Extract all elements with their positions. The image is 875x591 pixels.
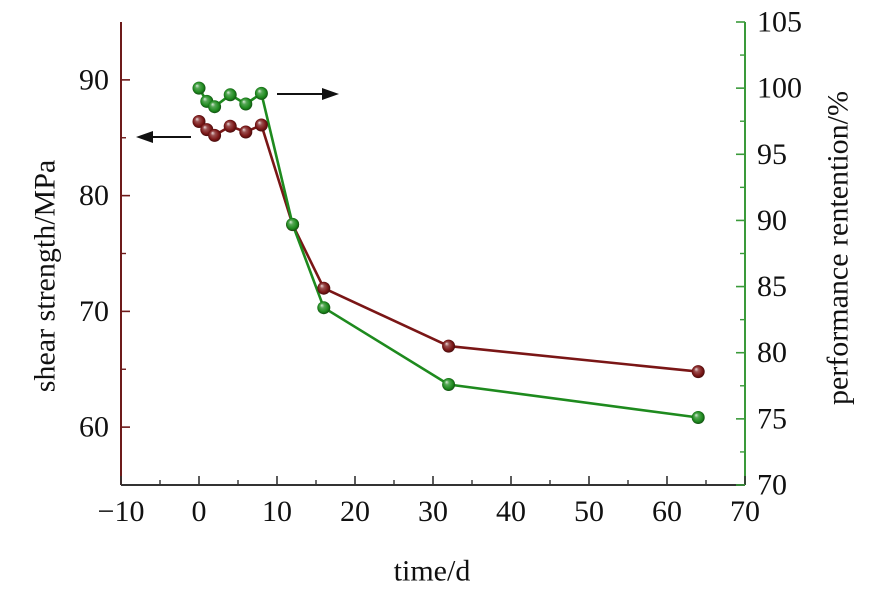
performance-retention-point [239,97,253,111]
right-y-tick-label: 85 [757,270,787,303]
axes-group [120,22,746,486]
tick-labels-group: −10 0 10 20 30 40 50 60 70 60 70 80 90 70 75 80 85 90 95 10… [79,6,802,529]
shear-strength-point [317,281,331,295]
shear-strength-point [254,118,268,132]
right-y-tick-label: 95 [757,138,787,171]
left-y-tick-label: 90 [79,63,109,96]
arrow-to-right-axis [277,88,339,100]
shear-strength-point [208,128,222,142]
series-lines-group [197,87,699,419]
ticks-group [120,21,746,486]
shear-strength-line [198,120,699,373]
arrow-to-left-axis [136,131,191,143]
right-y-tick-label: 100 [757,72,802,105]
right-y-tick-label: 80 [757,336,787,369]
x-tick-label: 10 [262,495,292,528]
performance-retention-point [317,301,331,315]
performance-retention-point [442,378,456,391]
performance-retention-point [691,411,705,424]
shear-strength-point [192,115,206,128]
shear-strength-point [691,365,705,379]
left-y-tick-label: 60 [79,411,109,444]
x-tick-label: 50 [574,495,604,528]
performance-retention-point [254,86,268,100]
right-y-tick-label: 105 [757,6,802,39]
x-tick-label: 20 [340,495,370,528]
x-tick-label: 70 [730,495,760,528]
x-tick-label: 30 [418,495,448,528]
performance-retention-point [286,217,300,231]
left-y-tick-label: 80 [79,179,109,212]
series-points-group [192,81,705,424]
shear-strength-point [239,125,253,139]
right-y-tick-label: 70 [757,469,787,502]
left-y-axis-title: shear strength/MPa [29,160,62,392]
shear-strength-point [442,339,456,353]
performance-retention-point [223,88,237,102]
shear-strength-point [223,119,237,133]
x-axis-title: time/d [394,555,471,588]
left-y-tick-label: 70 [79,295,109,328]
x-tick-label: −10 [98,495,145,528]
x-tick-label: 0 [192,495,207,528]
arrow-head [136,131,153,143]
right-y-axis-title: performance rentention/% [822,91,855,405]
x-tick-label: 60 [652,495,682,528]
performance-retention-line [197,87,699,419]
performance-retention-point [208,100,222,114]
right-y-tick-label: 90 [757,204,787,237]
arrow-head [322,88,339,100]
x-tick-label: 40 [496,495,526,528]
right-y-tick-label: 75 [757,402,787,435]
performance-retention-point [192,81,206,95]
